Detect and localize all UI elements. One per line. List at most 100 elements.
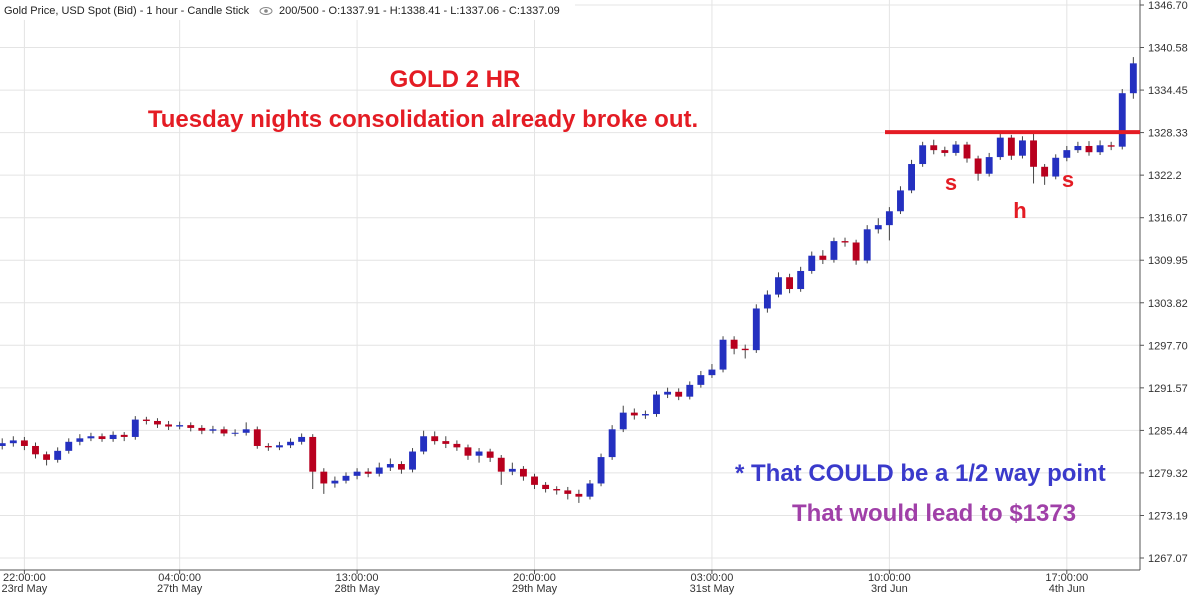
candle-body (165, 424, 172, 427)
candle-body (442, 441, 450, 444)
candle-body (54, 450, 62, 460)
candle-body (597, 457, 605, 484)
candle-body (398, 464, 405, 470)
x-tick-label: 23rd May (1, 583, 47, 595)
x-tick-label: 03:00:00 (691, 572, 734, 584)
candle-body (242, 429, 250, 433)
candle-body (897, 190, 904, 212)
candle-body (1019, 140, 1026, 156)
candle-body (1096, 145, 1104, 153)
header-title: Gold Price, USD Spot (Bid) - 1 hour - Ca… (4, 5, 250, 17)
candle-body (1074, 145, 1082, 151)
y-tick-label: 1346.70 (1148, 0, 1188, 12)
candle-body (386, 464, 394, 468)
candle-body (409, 451, 416, 470)
subhead: Tuesday nights consolidation already bro… (148, 106, 698, 133)
y-tick-label: 1273.19 (1148, 510, 1188, 522)
x-tick-label: 29th May (512, 583, 558, 595)
candle-body (464, 447, 472, 456)
candle-body (109, 434, 117, 440)
candle-body (142, 419, 150, 421)
candle-body (1118, 93, 1126, 147)
header-bg (0, 0, 575, 20)
x-tick-label: 22:00:00 (3, 572, 46, 584)
x-tick-label: 3rd Jun (871, 583, 908, 595)
candle-body (98, 436, 106, 440)
candle-body (198, 427, 206, 431)
candle-body (220, 429, 228, 434)
grid (0, 0, 1140, 570)
candle-body (808, 255, 816, 271)
y-tick-label: 1309.95 (1148, 255, 1188, 267)
candle-body (43, 454, 51, 460)
candle-body (564, 490, 572, 494)
candle-body (1129, 63, 1137, 94)
x-tick-label: 31st May (690, 583, 735, 595)
candle-body (1041, 166, 1049, 177)
candle-body (697, 375, 705, 385)
eye-icon (259, 7, 273, 15)
candle-body (797, 270, 805, 290)
candle-body (996, 137, 1004, 158)
candle-body (830, 241, 838, 260)
candle-body (298, 436, 306, 442)
x-tick-label: 17:00:00 (1045, 572, 1088, 584)
candle-body (852, 242, 860, 261)
candle-body (653, 394, 660, 415)
candle-body (741, 348, 749, 351)
y-tick-label: 1316.07 (1148, 213, 1188, 225)
candle-body (719, 339, 727, 370)
candle-body (76, 438, 84, 442)
candle-body (586, 483, 594, 497)
candle-body (708, 369, 716, 376)
candle-body (519, 468, 527, 477)
candle-body (752, 308, 760, 351)
candle-body (985, 157, 993, 174)
candle-body (497, 457, 505, 472)
candle-body (619, 412, 627, 430)
head-label: h (1013, 198, 1026, 223)
candle-body (0, 443, 6, 446)
candle-body (863, 229, 871, 261)
candle-body (20, 440, 28, 446)
candle-body (176, 425, 184, 427)
candle-body (154, 420, 161, 425)
candle-body (963, 144, 971, 159)
candle-body (553, 489, 561, 491)
candle-body (1030, 140, 1037, 167)
note: * That COULD be a 1/2 way point (735, 460, 1106, 487)
x-tick-label: 4th Jun (1049, 583, 1085, 595)
candle-body (431, 436, 439, 442)
candle-body (264, 445, 272, 448)
candle-body (375, 467, 383, 474)
y-tick-label: 1322.2 (1148, 170, 1182, 182)
candle-body (730, 339, 738, 349)
candle-body (675, 391, 683, 397)
candle-body (1007, 137, 1015, 156)
x-tick-label: 13:00:00 (336, 572, 379, 584)
candle-body (819, 255, 827, 260)
y-tick-label: 1303.82 (1148, 298, 1188, 310)
candle-body (32, 445, 39, 455)
candles (0, 57, 1137, 503)
candle-body (486, 451, 494, 458)
candle-body (664, 391, 672, 395)
candle-body (775, 277, 782, 295)
candle-body (65, 441, 73, 451)
candle-body (908, 164, 915, 191)
candle-body (763, 294, 771, 309)
candle-body (686, 384, 694, 397)
candle-body (364, 471, 372, 474)
candle-body (276, 445, 283, 448)
candle-body (786, 277, 794, 290)
y-tick-label: 1267.07 (1148, 553, 1188, 565)
candle-body (342, 475, 350, 481)
y-tick-label: 1285.44 (1148, 425, 1188, 437)
candle-body (120, 434, 128, 437)
candle-body (542, 484, 550, 490)
candle-body (453, 443, 461, 448)
candle-body (1107, 145, 1115, 147)
candle-body (841, 241, 849, 243)
candle-body (287, 441, 294, 446)
